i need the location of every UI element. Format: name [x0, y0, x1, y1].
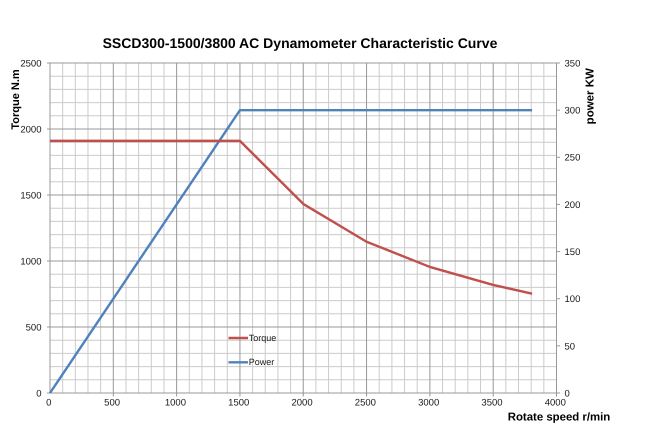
svg-text:Rotate speed r/min: Rotate speed r/min — [508, 412, 611, 424]
svg-text:2000: 2000 — [291, 397, 312, 408]
svg-text:Torque N.m: Torque N.m — [10, 69, 22, 130]
svg-text:2000: 2000 — [20, 124, 41, 135]
svg-text:Power: Power — [249, 357, 275, 367]
svg-text:1000: 1000 — [20, 256, 41, 267]
svg-text:1000: 1000 — [165, 397, 186, 408]
svg-text:power KW: power KW — [584, 68, 596, 124]
svg-text:100: 100 — [565, 294, 581, 305]
svg-text:300: 300 — [565, 106, 581, 117]
svg-text:50: 50 — [565, 341, 576, 352]
svg-text:200: 200 — [565, 200, 581, 211]
svg-text:3000: 3000 — [418, 397, 439, 408]
svg-text:0: 0 — [46, 397, 51, 408]
svg-text:250: 250 — [565, 153, 581, 164]
svg-text:1500: 1500 — [228, 397, 249, 408]
svg-text:1500: 1500 — [20, 190, 41, 201]
svg-text:Torque: Torque — [249, 333, 277, 343]
svg-text:2500: 2500 — [20, 58, 41, 69]
svg-text:4000: 4000 — [545, 397, 566, 408]
svg-text:500: 500 — [26, 322, 42, 333]
svg-text:0: 0 — [36, 388, 41, 399]
svg-text:350: 350 — [565, 58, 581, 69]
svg-text:500: 500 — [104, 397, 120, 408]
svg-text:2500: 2500 — [355, 397, 376, 408]
svg-text:150: 150 — [565, 247, 581, 258]
svg-text:3500: 3500 — [481, 397, 502, 408]
svg-text:0: 0 — [565, 388, 570, 399]
svg-text:SSCD300-1500/3800 AC Dynamomet: SSCD300-1500/3800 AC Dynamometer Charact… — [103, 35, 498, 51]
